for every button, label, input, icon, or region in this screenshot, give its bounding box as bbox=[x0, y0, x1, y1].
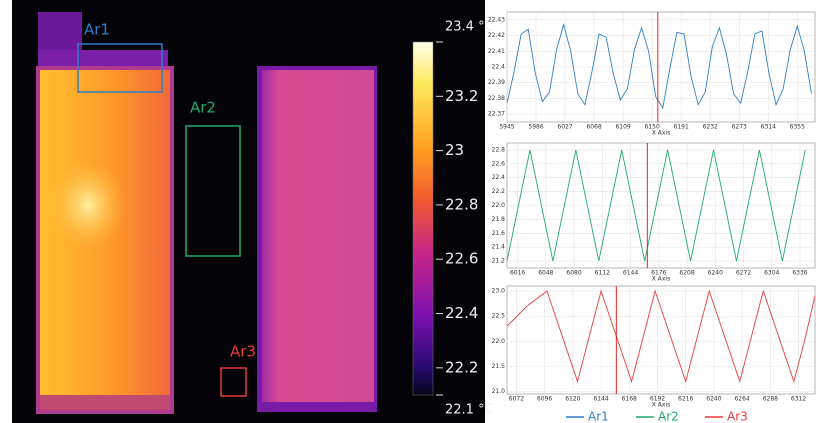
y-tick-label: 21.2 bbox=[492, 258, 506, 265]
colorbar bbox=[412, 41, 434, 396]
data-line bbox=[507, 22, 812, 110]
y-tick-label: 21.5 bbox=[492, 363, 506, 370]
x-tick-label: 6208 bbox=[679, 270, 694, 277]
region-box bbox=[77, 43, 163, 93]
x-axis-label: X Axis bbox=[652, 402, 670, 409]
x-tick-label: 6336 bbox=[792, 270, 807, 277]
x-tick-label: 6144 bbox=[623, 270, 638, 277]
y-tick-label: 22.38 bbox=[488, 95, 505, 102]
data-line bbox=[507, 289, 815, 384]
y-tick-label: 22.39 bbox=[488, 79, 505, 86]
y-tick-label: 21.6 bbox=[492, 230, 506, 237]
x-tick-label: 6240 bbox=[706, 396, 721, 403]
region-label: Ar1 bbox=[84, 21, 110, 39]
y-tick-label: 22.41 bbox=[488, 48, 505, 55]
x-tick-label: 5986 bbox=[528, 124, 543, 131]
x-tick-label: 6096 bbox=[537, 396, 552, 403]
region-label: Ar2 bbox=[190, 99, 216, 117]
legend-label: Ar2 bbox=[658, 410, 679, 423]
thermal-area bbox=[40, 395, 170, 410]
y-tick-label: 23.0 bbox=[492, 288, 506, 295]
x-tick-label: 6068 bbox=[586, 124, 601, 131]
x-tick-label: 5945 bbox=[499, 124, 514, 131]
colorbar-label: 22.2 bbox=[445, 358, 478, 376]
x-tick-label: 6027 bbox=[557, 124, 572, 131]
region-label: Ar3 bbox=[230, 343, 256, 361]
x-tick-label: 6240 bbox=[708, 270, 723, 277]
legend-label: Ar3 bbox=[727, 410, 748, 423]
x-tick-label: 6080 bbox=[566, 270, 581, 277]
x-tick-label: 6120 bbox=[565, 396, 580, 403]
y-tick-label: 21.0 bbox=[492, 388, 506, 395]
x-tick-label: 6232 bbox=[703, 124, 718, 131]
x-tick-label: 6150 bbox=[645, 124, 660, 131]
data-line bbox=[507, 149, 806, 262]
colorbar-label: 22.1 °C bbox=[445, 403, 494, 418]
x-tick-label: 6048 bbox=[538, 270, 553, 277]
x-tick-label: 6191 bbox=[674, 124, 689, 131]
plot-area bbox=[506, 285, 816, 395]
y-tick-label: 22.4 bbox=[492, 174, 506, 181]
x-tick-label: 6112 bbox=[595, 270, 610, 277]
region-box bbox=[185, 125, 241, 257]
colorbar-label: 23 bbox=[445, 141, 464, 159]
x-tick-label: 6272 bbox=[736, 270, 751, 277]
thermal-area bbox=[262, 70, 374, 402]
x-axis-label: X Axis bbox=[652, 276, 670, 283]
x-tick-label: 6192 bbox=[650, 396, 665, 403]
x-tick-label: 6072 bbox=[509, 396, 524, 403]
x-tick-label: 6264 bbox=[734, 396, 749, 403]
x-tick-label: 6016 bbox=[510, 270, 525, 277]
y-tick-label: 22.0 bbox=[492, 338, 506, 345]
x-tick-label: 6176 bbox=[651, 270, 666, 277]
colorbar-label: 22.6 bbox=[445, 250, 478, 268]
x-tick-label: 6314 bbox=[761, 124, 776, 131]
y-tick-label: 22.0 bbox=[492, 202, 506, 209]
x-tick-label: 6216 bbox=[678, 396, 693, 403]
thermal-hotspot bbox=[50, 160, 126, 250]
x-tick-label: 6168 bbox=[622, 396, 637, 403]
x-tick-label: 6273 bbox=[732, 124, 747, 131]
colorbar-label: 23.4 °C bbox=[445, 20, 494, 35]
y-tick-label: 22.5 bbox=[492, 313, 506, 320]
region-box bbox=[220, 367, 247, 397]
colorbar-label: 23.2 bbox=[445, 87, 478, 105]
colorbar-label: 22.8 bbox=[445, 195, 478, 213]
x-axis-label: X Axis bbox=[652, 130, 670, 137]
y-tick-label: 22.8 bbox=[492, 146, 506, 153]
x-tick-label: 6312 bbox=[791, 396, 806, 403]
x-tick-label: 6304 bbox=[764, 270, 779, 277]
x-tick-label: 6144 bbox=[593, 396, 608, 403]
y-tick-label: 22.2 bbox=[492, 188, 506, 195]
y-tick-label: 22.37 bbox=[488, 111, 505, 118]
x-tick-label: 6288 bbox=[763, 396, 778, 403]
y-tick-label: 21.8 bbox=[492, 216, 506, 223]
y-tick-label: 22.6 bbox=[492, 160, 506, 167]
y-tick-label: 21.4 bbox=[492, 244, 506, 251]
x-tick-label: 6109 bbox=[615, 124, 630, 131]
colorbar-label: 22.4 bbox=[445, 304, 478, 322]
x-tick-label: 6355 bbox=[790, 124, 805, 131]
y-tick-label: 22.42 bbox=[488, 32, 505, 39]
legend-label: Ar1 bbox=[588, 410, 609, 423]
y-tick-label: 22.4 bbox=[492, 64, 506, 71]
y-tick-label: 22.43 bbox=[488, 16, 505, 23]
